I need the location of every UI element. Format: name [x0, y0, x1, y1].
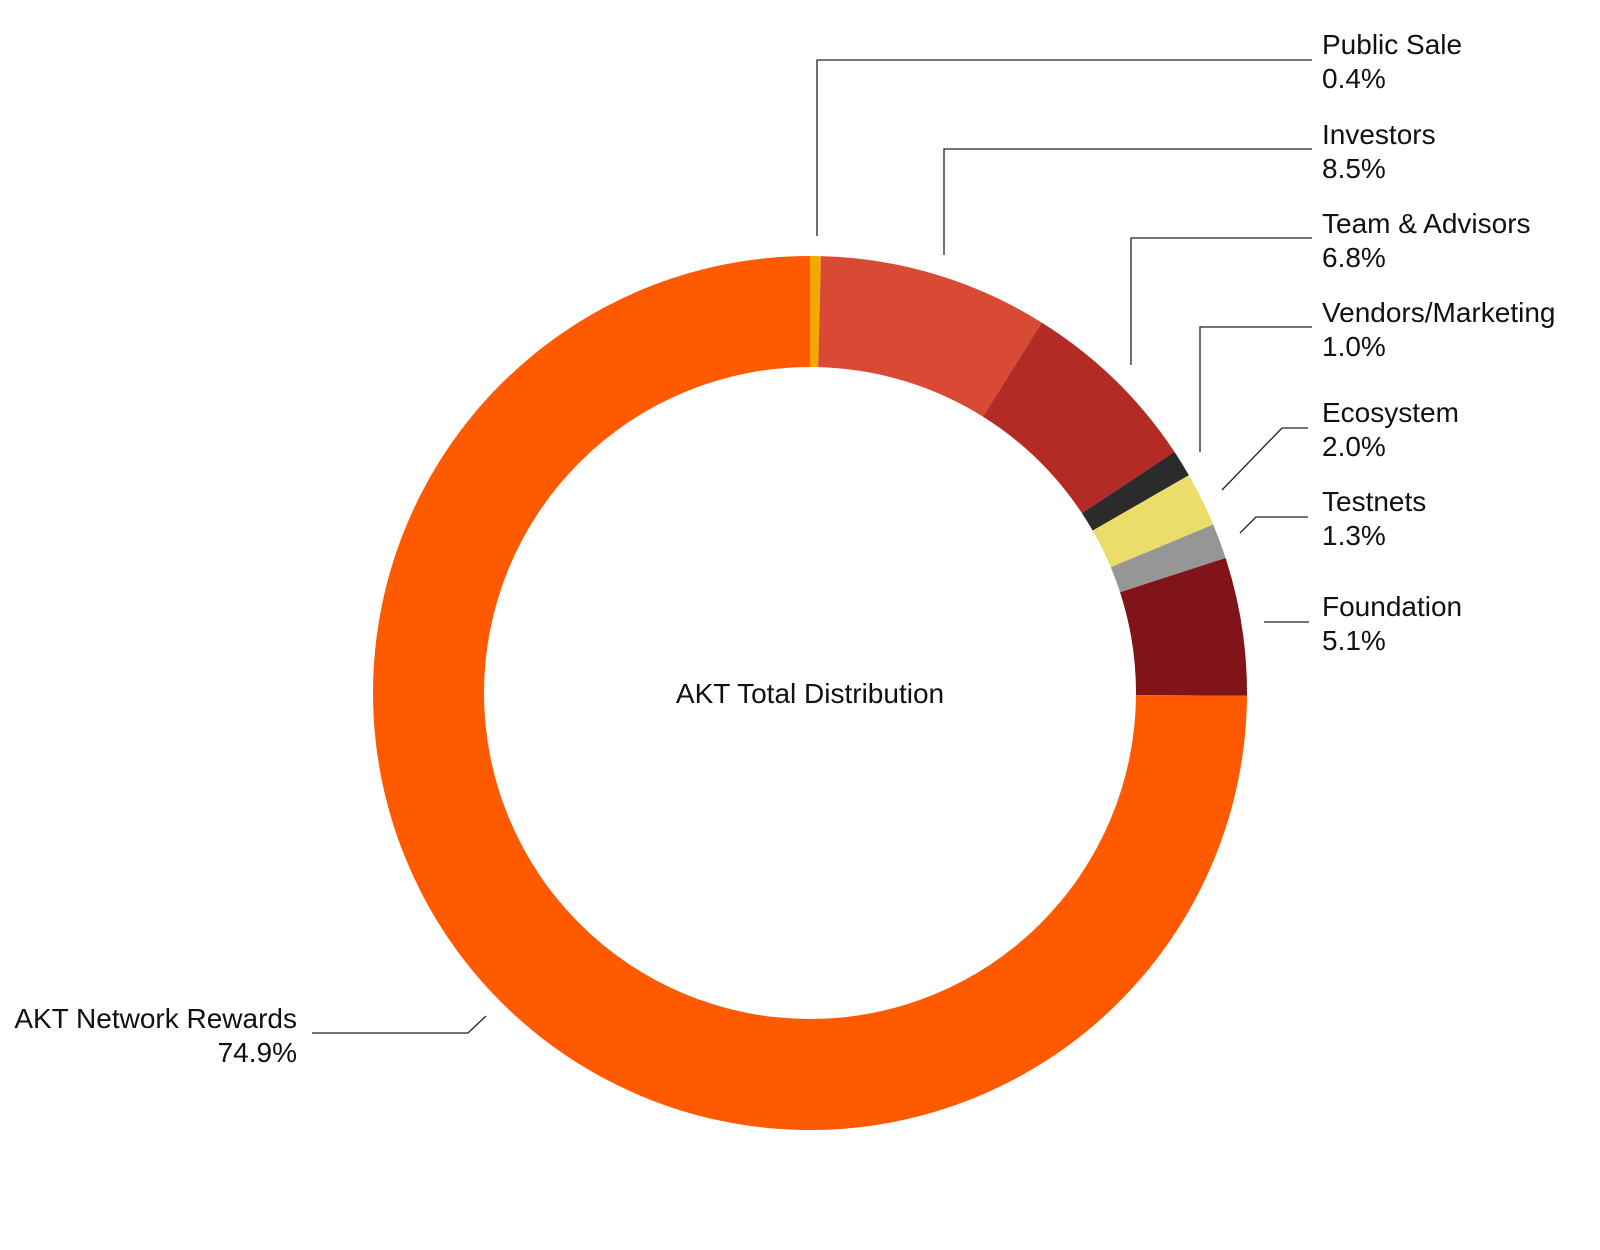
chart-title: AKT Total Distribution [676, 678, 944, 709]
slice-name-label: Team & Advisors [1322, 208, 1531, 239]
slice-value-label: 2.0% [1322, 431, 1386, 462]
leader-line-public-sale [816, 59, 1312, 236]
leader-line-testnets [1239, 516, 1308, 534]
slice-testnets [1110, 524, 1226, 593]
slice-public-sale [810, 256, 821, 368]
slice-ecosystem [1092, 475, 1214, 568]
slice-name-label: AKT Network Rewards [14, 1003, 297, 1034]
slice-name-label: Ecosystem [1322, 397, 1459, 428]
slice-value-label: 5.1% [1322, 625, 1386, 656]
leader-line-vendors-marketing [1199, 326, 1312, 452]
slice-value-label: 74.9% [218, 1037, 297, 1068]
leader-line-akt-network-rewards [312, 1015, 487, 1034]
slice-name-label: Investors [1322, 119, 1436, 150]
slice-team-advisors [982, 322, 1175, 514]
slice-name-label: Testnets [1322, 486, 1426, 517]
slice-value-label: 1.0% [1322, 331, 1386, 362]
slice-vendors-marketing [1081, 451, 1189, 531]
leader-line-investors [943, 148, 1312, 255]
slice-value-label: 0.4% [1322, 63, 1386, 94]
slice-name-label: Vendors/Marketing [1322, 297, 1555, 328]
slice-name-label: Foundation [1322, 591, 1462, 622]
leader-line-ecosystem [1221, 427, 1308, 491]
leader-lines [312, 59, 1312, 1034]
slice-foundation [1120, 557, 1247, 696]
slice-value-label: 8.5% [1322, 153, 1386, 184]
slice-investors [818, 256, 1042, 417]
slice-name-label: Public Sale [1322, 29, 1462, 60]
donut-slices [372, 256, 1247, 1130]
leader-line-team-advisors [1130, 237, 1312, 365]
slice-value-label: 6.8% [1322, 242, 1386, 273]
slice-value-label: 1.3% [1322, 520, 1386, 551]
